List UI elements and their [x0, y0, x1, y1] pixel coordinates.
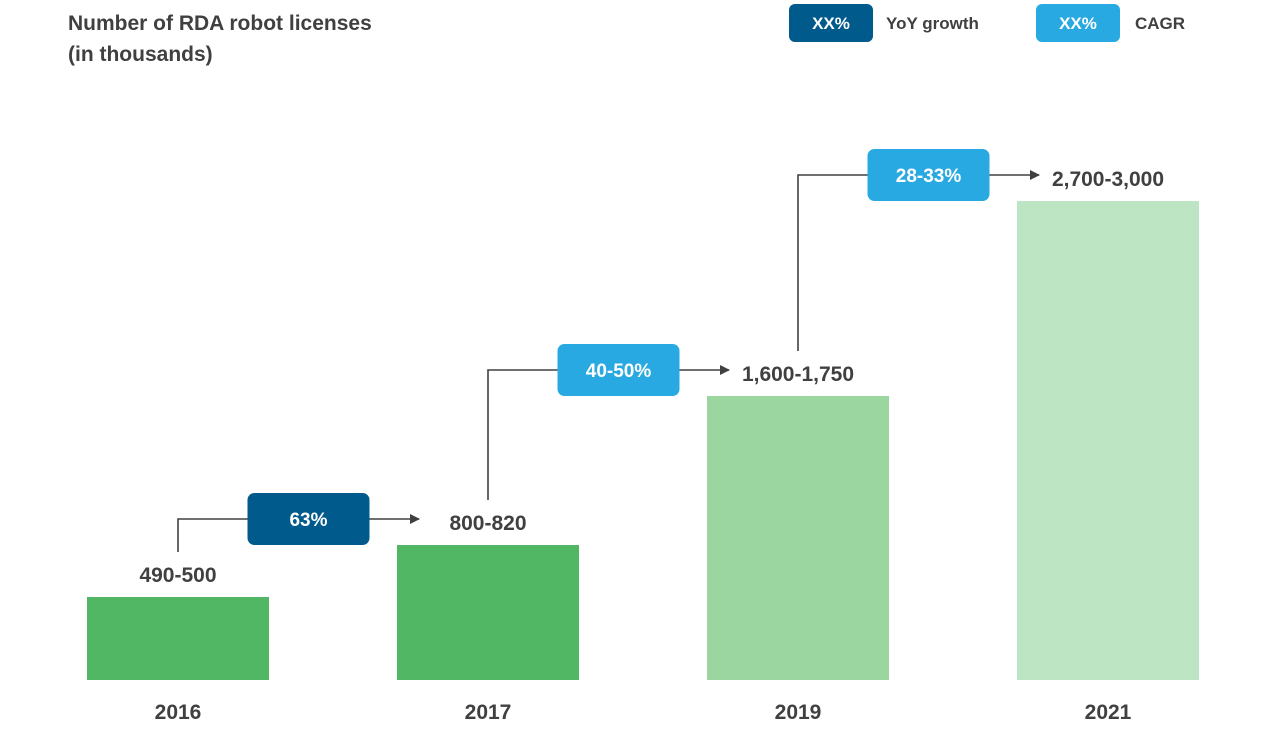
legend: XX% YoY growth XX% CAGR — [789, 4, 1185, 42]
legend-label-cagr: CAGR — [1135, 14, 1185, 33]
growth-badge-1 — [247, 493, 370, 545]
legend-swatch-cagr — [1036, 4, 1120, 42]
category-label-2021: 2021 — [1085, 701, 1132, 724]
bar-2017 — [397, 545, 579, 680]
growth-badge-2 — [557, 344, 680, 396]
value-label-2016: 490-500 — [139, 564, 216, 587]
value-label-2017: 800-820 — [449, 512, 526, 535]
legend-badge-cagr: XX% — [1059, 14, 1097, 33]
growth-badges: 63% 40-50% 28-33% — [247, 149, 990, 545]
bar-2021 — [1017, 201, 1199, 680]
bars: 2016 490-500 2017 800-820 2019 1,600-1,750 202… — [87, 168, 1199, 724]
chart-title-line-1: Number of RDA robot licenses — [68, 12, 372, 35]
bar-2016 — [87, 597, 269, 680]
growth-badge-3 — [867, 149, 990, 201]
value-label-2021: 2,700-3,000 — [1052, 168, 1164, 191]
legend-badge-yoy: XX% — [812, 14, 850, 33]
legend-swatch-yoy — [789, 4, 873, 42]
growth-connector-3 — [797, 170, 1040, 351]
category-label-2016: 2016 — [155, 701, 202, 724]
category-label-2017: 2017 — [465, 701, 512, 724]
bar-2019 — [707, 396, 889, 680]
growth-badge-label-2: 40-50% — [586, 361, 652, 382]
category-label-2019: 2019 — [775, 701, 822, 724]
value-label-2019: 1,600-1,750 — [742, 363, 854, 386]
growth-badge-label-3: 28-33% — [896, 166, 962, 187]
growth-badge-label-1: 63% — [289, 510, 327, 531]
legend-label-yoy: YoY growth — [886, 14, 979, 33]
chart-title-line-2: (in thousands) — [68, 43, 213, 66]
